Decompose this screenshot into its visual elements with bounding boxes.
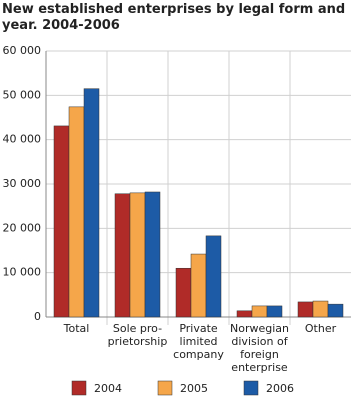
x-tick-label: Sole pro- prietorship: [107, 322, 168, 348]
bar: [53, 125, 70, 318]
bar: [144, 191, 161, 318]
y-tick-label: 60 000: [3, 44, 42, 57]
x-tick-label: Total: [63, 322, 90, 335]
y-tick-label: 10 000: [3, 266, 42, 279]
x-tick-label: Other: [304, 322, 337, 335]
bar: [297, 301, 314, 318]
bar: [251, 305, 268, 318]
legend-swatch: [243, 380, 259, 396]
bar: [129, 192, 146, 318]
bar: [68, 106, 85, 318]
x-tick-label: Private limited company: [173, 322, 224, 361]
y-tick-label: 20 000: [3, 221, 42, 234]
y-tick-label: 40 000: [3, 133, 42, 146]
bar: [114, 193, 131, 318]
x-tick-label: Norwegian division of foreign enterprise: [230, 322, 289, 374]
legend-label: 2004: [94, 382, 122, 395]
bar: [190, 253, 207, 318]
bar: [236, 310, 253, 318]
y-tick-label: 50 000: [3, 88, 42, 101]
bar: [175, 267, 192, 318]
y-tick-label: 0: [34, 310, 41, 323]
bar: [312, 300, 329, 318]
bar: [83, 88, 100, 318]
legend-swatch: [157, 380, 173, 396]
chart-title: New established enterprises by legal for…: [2, 2, 346, 33]
bar: [205, 235, 222, 318]
legend-swatch: [71, 380, 87, 396]
legend-label: 2006: [266, 382, 294, 395]
y-tick-label: 30 000: [3, 177, 42, 190]
bar: [266, 305, 283, 318]
bar: [327, 303, 344, 318]
legend-label: 2005: [180, 382, 208, 395]
